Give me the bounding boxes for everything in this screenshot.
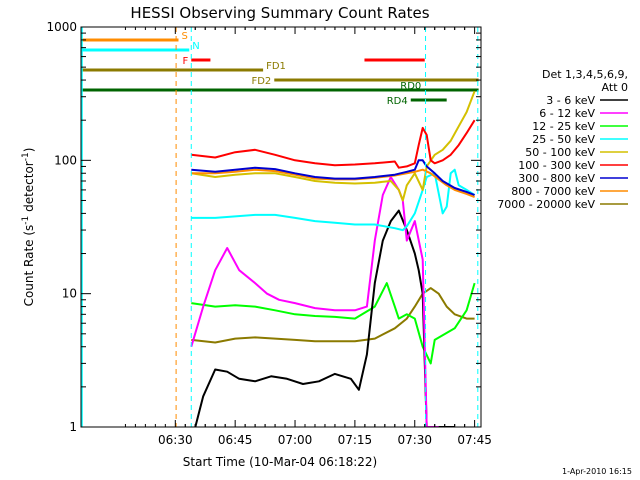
- y-tick-label: 100: [54, 153, 77, 167]
- series-line-50-100-kev: [191, 90, 476, 202]
- series-line-100-300-kev: [191, 119, 476, 169]
- y-tick-label: 1: [69, 420, 77, 434]
- legend-entry-25-50-kev: 25 - 50 keV: [532, 133, 595, 146]
- y-axis-ticks: 1 10 100 1000: [46, 20, 481, 434]
- legend-entry-100-300-kev: 100 - 300 keV: [518, 159, 595, 172]
- x-tick-label: 06:30: [158, 433, 193, 447]
- flag-label-f: F: [183, 56, 189, 67]
- legend-entry-6-12-kev: 6 - 12 keV: [539, 107, 595, 120]
- x-tick-label: 07:00: [278, 433, 313, 447]
- series-line-25-50-kev: [191, 168, 476, 232]
- plot-frame: [80, 26, 482, 428]
- x-axis-ticks: 06:30 06:45 07:00 07:15 07:30 07:45: [124, 27, 492, 447]
- legend-entry-7000-20000-kev: 7000 - 20000 keV: [497, 198, 595, 211]
- series-line-7000-20000-kev: [191, 287, 475, 344]
- timestamp-stamp: 1-Apr-2010 16:15: [562, 467, 632, 476]
- vertical-markers: [81, 27, 479, 427]
- flag-bars: SNF FD1 FD2 RD0 RD4: [81, 31, 479, 107]
- flag-label-fd2: FD2: [251, 76, 271, 87]
- flag-label-rd4: RD4: [387, 96, 408, 107]
- y-tick-label: 1000: [46, 20, 77, 34]
- x-tick-label: 07:15: [338, 433, 373, 447]
- flag-label-s: S: [181, 31, 187, 42]
- legend-entry-12-25-kev: 12 - 25 keV: [532, 120, 595, 133]
- legend-entry-300-800-kev: 300 - 800 keV: [518, 172, 595, 185]
- legend-header-line2: Att 0: [602, 81, 628, 94]
- legend-entry-50-100-kev: 50 - 100 keV: [525, 146, 595, 159]
- x-axis-label: Start Time (10-Mar-04 06:18:22): [183, 455, 377, 469]
- legend-header-line1: Det 1,3,4,5,6,9,: [542, 68, 628, 81]
- legend-entry-3-6-kev: 3 - 6 keV: [546, 94, 595, 107]
- chart-title: HESSI Observing Summary Count Rates: [130, 4, 429, 22]
- legend-entry-800-7000-kev: 800 - 7000 keV: [511, 185, 595, 198]
- x-tick-label: 07:45: [457, 433, 492, 447]
- series-line-6-12-kev: [190, 176, 439, 427]
- flag-label-fd1: FD1: [266, 61, 286, 72]
- series-line-300-800-kev: [191, 159, 475, 196]
- x-tick-label: 07:30: [397, 433, 432, 447]
- y-tick-label: 10: [62, 287, 77, 301]
- series-line-12-25-kev: [191, 282, 476, 365]
- series-lines: [190, 90, 476, 427]
- flag-label-n: N: [192, 41, 199, 52]
- x-tick-label: 06:45: [218, 433, 253, 447]
- y-axis-label: Count Rate (s-1 detector-1): [21, 148, 36, 307]
- flag-label-rd0: RD0: [400, 81, 421, 92]
- series-line-3-6-kev: [194, 209, 455, 427]
